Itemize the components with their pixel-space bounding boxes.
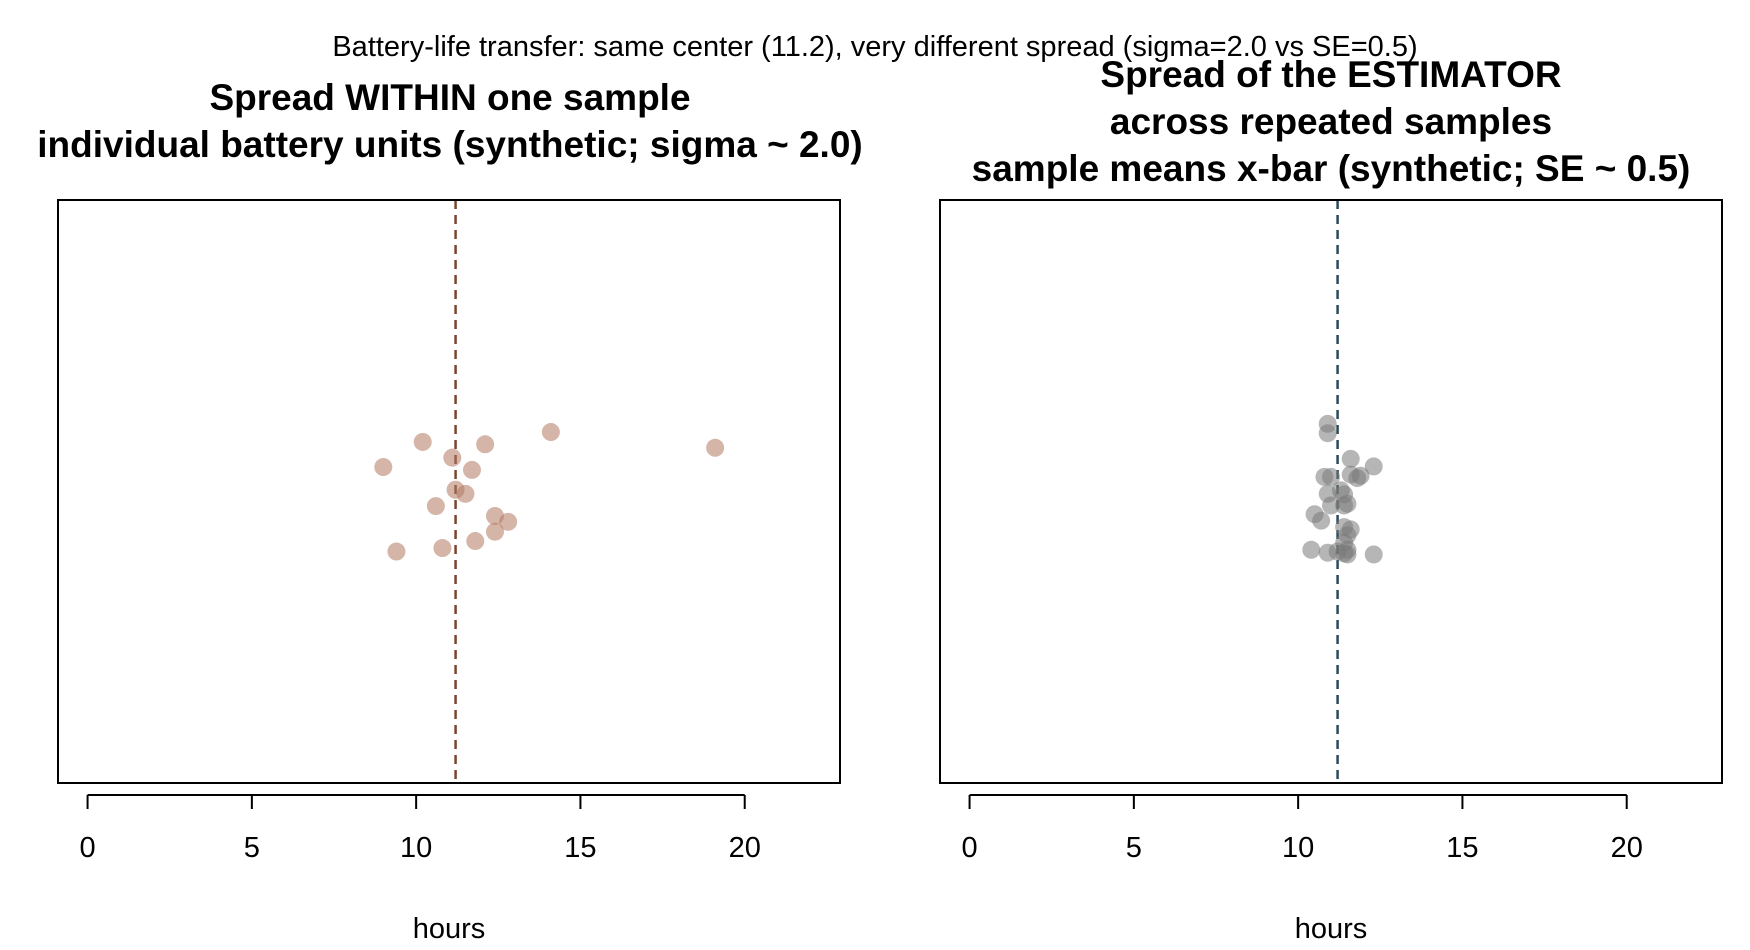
plot-frame — [57, 199, 841, 784]
panel-title-line: across repeated samples — [1110, 101, 1552, 142]
x-tick-label: 20 — [729, 832, 761, 864]
data-point — [1341, 449, 1360, 468]
data-point — [426, 497, 445, 516]
data-point — [1322, 467, 1340, 486]
data-point — [456, 484, 475, 503]
data-point — [1364, 545, 1383, 564]
panel-within-sample: Spread WITHIN one sample individual batte… — [37, 77, 863, 945]
data-point — [374, 458, 393, 477]
data-point — [413, 432, 432, 451]
data-point — [466, 532, 485, 551]
data-point — [476, 435, 495, 454]
data-point — [1351, 466, 1370, 485]
x-tick-label: 10 — [1282, 832, 1314, 864]
x-tick-label: 15 — [564, 832, 596, 864]
data-point — [541, 423, 560, 442]
data-point — [486, 522, 504, 541]
data-point — [1302, 540, 1321, 559]
x-axis-label: hours — [1295, 913, 1368, 945]
data-point — [1312, 511, 1331, 530]
x-axis-label: hours — [413, 913, 486, 945]
x-tick-label: 15 — [1446, 832, 1478, 864]
panel-title-line: Spread WITHIN one sample — [209, 77, 690, 118]
panel-estimator: Spread of the ESTIMATOR across repeated s… — [939, 54, 1723, 945]
data-point — [433, 539, 452, 558]
data-point — [1322, 496, 1340, 515]
x-tick-label: 5 — [244, 832, 260, 864]
data-point — [1318, 424, 1337, 443]
panel-title-line: individual battery units (synthetic; sig… — [37, 124, 863, 165]
data-point — [463, 460, 481, 479]
x-tick-label: 0 — [962, 832, 978, 864]
points-group — [374, 423, 725, 561]
x-tick-label: 5 — [1126, 832, 1142, 864]
figure-suptitle: Battery-life transfer: same center (11.2… — [332, 31, 1417, 63]
panel-title-line: Spread of the ESTIMATOR — [1100, 54, 1561, 95]
plot-frame — [939, 199, 1723, 784]
data-point — [1338, 545, 1357, 564]
panel-title-line: sample means x-bar (synthetic; SE ~ 0.5) — [972, 148, 1691, 189]
x-tick-label: 10 — [400, 832, 432, 864]
data-point — [443, 448, 462, 467]
x-tick-label: 0 — [80, 832, 96, 864]
data-point — [1338, 494, 1357, 513]
x-tick-label: 20 — [1611, 832, 1643, 864]
data-point — [387, 542, 406, 561]
data-point — [499, 512, 518, 531]
data-point — [1341, 520, 1360, 539]
data-point — [706, 438, 725, 457]
points-group — [1302, 414, 1383, 564]
data-point — [1364, 457, 1383, 476]
